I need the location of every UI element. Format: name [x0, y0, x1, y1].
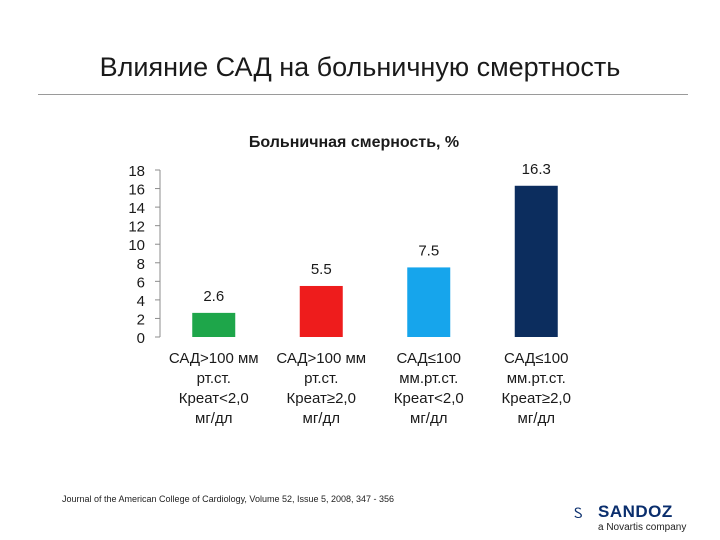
bar	[514, 185, 558, 337]
chart-title: Больничная смерность, %	[249, 134, 459, 151]
y-tick-label: 8	[137, 256, 145, 273]
y-tick-label: 10	[128, 237, 145, 254]
y-tick-label: 2	[137, 311, 145, 328]
y-tick-label: 16	[128, 182, 145, 199]
bar	[192, 312, 236, 337]
y-tick-label: 6	[137, 274, 145, 291]
bar	[299, 285, 343, 337]
y-tick-label: 18	[128, 163, 145, 180]
y-tick-label: 14	[128, 200, 145, 217]
y-tick-label: 0	[137, 330, 145, 347]
bar	[407, 267, 451, 337]
category-label: САД>100 мм рт.ст. Креат≥2,0 мг/дл	[276, 350, 366, 427]
data-label: 2.6	[203, 288, 224, 305]
sandoz-logo: Ꮪ SANDOZ a Novartis company	[574, 500, 694, 534]
category-label: САД≤100 мм.рт.ст. Креат≥2,0 мг/дл	[502, 350, 571, 427]
source-citation: Journal of the American College of Cardi…	[62, 494, 395, 504]
data-label: 7.5	[418, 242, 439, 259]
slide-title: Влияние САД на больничную смертность	[99, 52, 621, 82]
data-label: 16.3	[522, 161, 551, 178]
logo-tagline: a Novartis company	[598, 522, 687, 533]
sandoz-logo-icon: Ꮪ	[574, 506, 583, 522]
data-label: 5.5	[311, 261, 332, 278]
category-label: САД>100 мм рт.ст. Креат<2,0 мг/дл	[169, 350, 259, 427]
logo-brand-text: SANDOZ	[598, 502, 673, 521]
category-label: САД≤100 мм.рт.ст. Креат<2,0 мг/дл	[394, 350, 464, 427]
y-tick-label: 4	[137, 293, 145, 310]
title-divider	[38, 94, 688, 95]
y-tick-label: 12	[128, 219, 145, 236]
